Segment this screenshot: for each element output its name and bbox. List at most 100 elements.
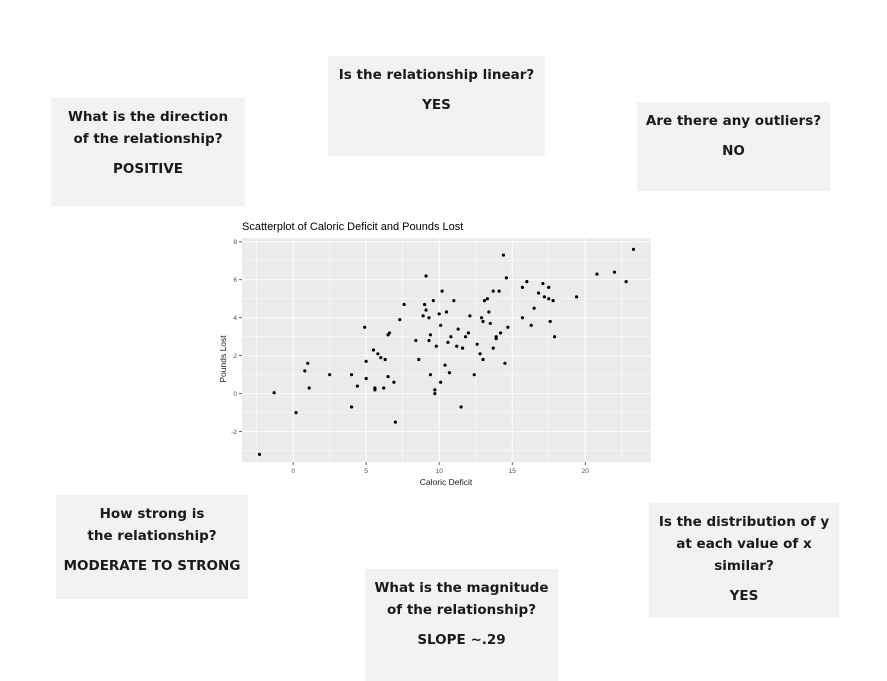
data-point	[328, 373, 332, 377]
data-point	[449, 335, 453, 339]
data-point	[542, 295, 546, 299]
strength-card: How strong is the relationship? MODERATE…	[56, 495, 248, 599]
data-point	[386, 374, 390, 379]
data-point	[525, 280, 529, 284]
data-point	[498, 331, 503, 335]
data-point	[472, 373, 476, 377]
data-point	[536, 291, 541, 295]
data-point	[272, 391, 276, 395]
data-point	[422, 302, 427, 307]
data-point	[478, 352, 482, 356]
y-tick-label: -2	[231, 429, 237, 436]
data-point	[475, 342, 479, 346]
data-point	[427, 338, 431, 343]
data-point	[548, 319, 552, 324]
data-point	[402, 302, 406, 307]
y-axis-label: Pounds Lost	[218, 335, 228, 383]
data-point	[624, 280, 628, 284]
x-axis-label: Caloric Deficit	[420, 477, 473, 487]
data-point	[520, 285, 525, 289]
data-point	[446, 340, 450, 345]
data-point	[376, 352, 380, 356]
data-point	[387, 331, 392, 335]
data-point	[612, 270, 617, 274]
data-point	[491, 289, 495, 293]
data-point	[631, 247, 636, 251]
data-point	[428, 373, 433, 377]
data-point	[421, 314, 425, 318]
x-tick-label: 15	[509, 468, 517, 475]
data-point	[424, 274, 428, 278]
outliers-answer: NO	[722, 143, 745, 159]
x-tick-label: 20	[582, 468, 590, 475]
data-point	[455, 344, 459, 348]
chart-title: Scatterplot of Caloric Deficit and Pound…	[242, 221, 463, 233]
magnitude-card: What is the magnitude of the relationshi…	[365, 569, 558, 681]
x-tick-label: 0	[291, 468, 295, 475]
y-tick-label: 4	[233, 315, 237, 322]
data-point	[532, 306, 536, 310]
data-point	[520, 316, 525, 320]
direction-question: What is the direction of the relationshi…	[67, 109, 229, 147]
data-point	[440, 289, 444, 293]
data-point	[349, 405, 354, 409]
outliers-question: Are there any outliers?	[645, 113, 822, 129]
data-point	[437, 312, 441, 316]
data-point	[428, 333, 433, 337]
y-tick-label: 6	[233, 277, 237, 284]
direction-answer: POSITIVE	[112, 161, 184, 177]
y-tick-label: 8	[233, 239, 237, 246]
data-point	[307, 386, 311, 390]
data-point	[481, 319, 485, 324]
data-point	[398, 318, 402, 322]
data-point	[414, 338, 418, 343]
data-point	[294, 411, 298, 415]
data-point	[595, 272, 599, 276]
data-point	[439, 380, 443, 384]
data-point	[431, 299, 435, 303]
data-point	[456, 327, 460, 331]
data-point	[306, 361, 310, 365]
data-point	[444, 310, 449, 314]
linearity-card: Is the relationship linear? YES	[328, 56, 545, 156]
data-point	[481, 357, 485, 362]
data-point	[364, 376, 368, 381]
strength-answer: MODERATE TO STRONG	[63, 558, 241, 574]
data-point	[466, 331, 471, 335]
data-point	[371, 348, 376, 352]
data-point	[501, 253, 506, 257]
distribution-card: Is the distribution of y at each value o…	[649, 503, 839, 618]
data-point	[506, 325, 510, 329]
data-point	[479, 316, 484, 320]
data-point	[452, 299, 456, 303]
distribution-answer: YES	[729, 588, 759, 604]
plot-panel	[242, 238, 651, 462]
data-point	[482, 299, 487, 303]
data-point	[460, 346, 465, 350]
y-tick-label: 2	[233, 353, 237, 360]
data-point	[529, 323, 533, 327]
magnitude-answer: SLOPE ~.29	[417, 632, 506, 648]
data-point	[463, 335, 468, 339]
data-point	[382, 386, 386, 390]
data-point	[433, 388, 437, 392]
data-point	[443, 363, 447, 367]
data-point	[424, 308, 428, 312]
strength-question: How strong is the relationship?	[87, 506, 217, 544]
data-point	[487, 310, 491, 314]
magnitude-question: What is the magnitude of the relationshi…	[374, 580, 549, 618]
data-point	[503, 361, 507, 365]
distribution-question: Is the distribution of y at each value o…	[658, 514, 830, 574]
data-point	[355, 384, 359, 388]
data-points	[257, 247, 636, 457]
outliers-card: Are there any outliers? NO	[637, 102, 830, 191]
x-tick-label: 10	[436, 468, 444, 475]
data-point	[468, 314, 472, 318]
data-point	[433, 392, 437, 396]
data-point	[491, 346, 495, 350]
data-point	[363, 325, 367, 329]
data-point	[551, 299, 555, 303]
data-point	[459, 405, 463, 409]
direction-card: What is the direction of the relationshi…	[51, 98, 245, 206]
data-point	[417, 357, 421, 362]
